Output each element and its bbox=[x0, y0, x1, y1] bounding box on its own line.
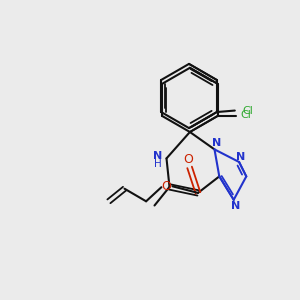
Text: O: O bbox=[184, 153, 193, 167]
Text: N: N bbox=[153, 151, 162, 161]
Text: N: N bbox=[212, 138, 221, 148]
Text: H: H bbox=[154, 159, 161, 170]
Text: Cl: Cl bbox=[240, 110, 251, 120]
Text: N: N bbox=[236, 152, 245, 162]
Text: N: N bbox=[231, 201, 240, 212]
Text: O: O bbox=[162, 180, 171, 193]
Text: Cl: Cl bbox=[243, 106, 254, 116]
